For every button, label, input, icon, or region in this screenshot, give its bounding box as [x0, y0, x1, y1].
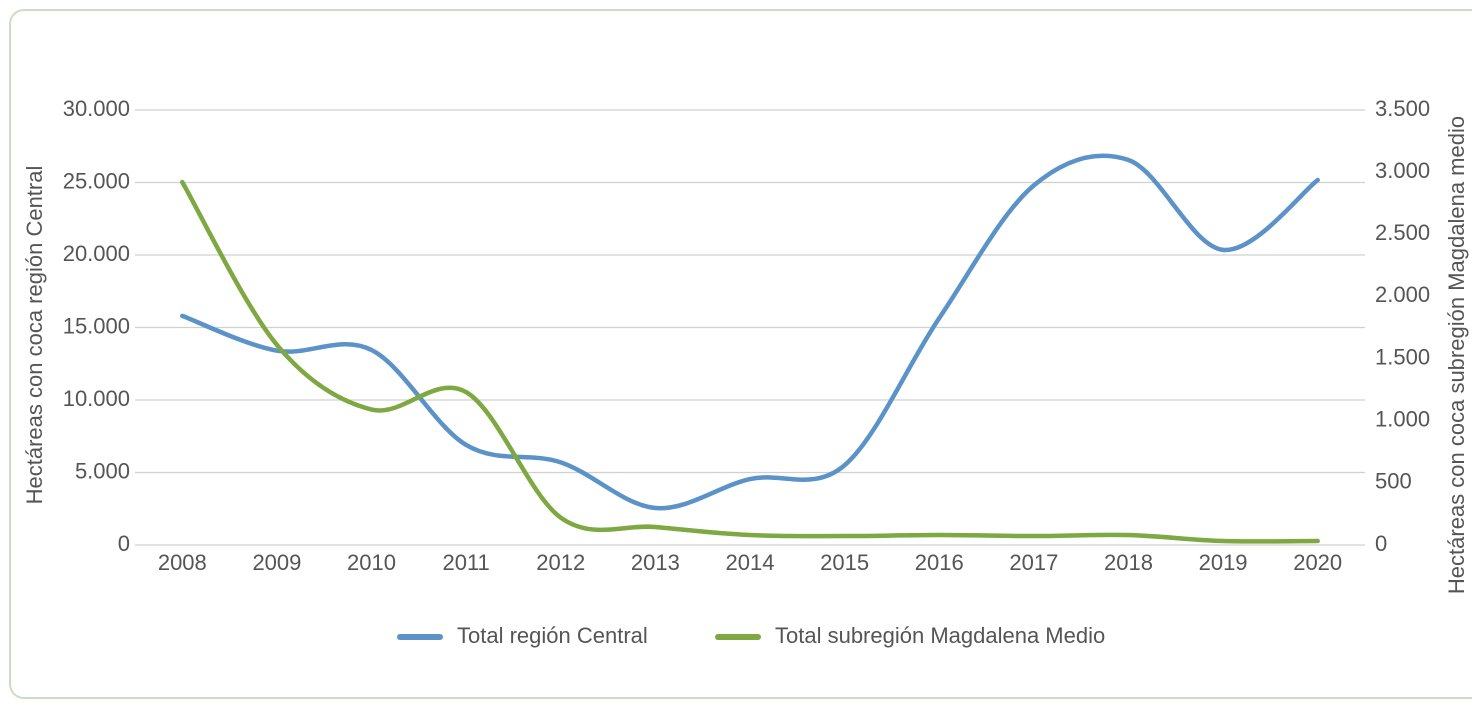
y-tick-label: 20.000	[63, 241, 130, 266]
x-tick-label: 2014	[726, 550, 775, 575]
chart-frame	[9, 9, 1472, 699]
x-tick-label: 2011	[442, 550, 489, 575]
y2-tick-label: 1.500	[1375, 344, 1430, 369]
x-tick-label: 2009	[252, 550, 301, 575]
y2-tick-label: 0	[1375, 531, 1387, 556]
x-tick-label: 2016	[915, 550, 964, 575]
y2-tick-label: 1.000	[1375, 407, 1430, 432]
y2-tick-label: 3.000	[1375, 158, 1430, 183]
y-tick-label: 15.000	[63, 313, 130, 338]
y-axis-title: Hectáreas con coca región Central	[22, 166, 47, 505]
y2-tick-label: 3.500	[1375, 96, 1430, 121]
y2-tick-label: 2.000	[1375, 282, 1430, 307]
x-tick-label: 2013	[631, 550, 680, 575]
y2-axis-title: Hectáreas con coca subregión Magdalena m…	[1444, 116, 1469, 594]
y-tick-label: 30.000	[63, 96, 130, 121]
y-tick-label: 5.000	[75, 458, 130, 483]
x-tick-label: 2017	[1009, 550, 1058, 575]
legend-label: Total región Central	[457, 623, 648, 648]
x-tick-label: 2008	[158, 550, 207, 575]
x-tick-label: 2018	[1104, 550, 1153, 575]
x-tick-label: 2012	[536, 550, 585, 575]
series-line	[180, 179, 1320, 544]
series-line	[180, 153, 1320, 511]
y2-tick-label: 2.500	[1375, 220, 1430, 245]
x-tick-label: 2010	[347, 550, 396, 575]
x-tick-label: 2019	[1199, 550, 1248, 575]
legend-label: Total subregión Magdalena Medio	[775, 623, 1105, 648]
y-tick-label: 0	[118, 531, 130, 556]
x-tick-label: 2020	[1293, 550, 1342, 575]
x-tick-label: 2015	[820, 550, 869, 575]
y2-tick-label: 500	[1375, 469, 1412, 494]
y-tick-label: 25.000	[63, 168, 130, 193]
y-tick-label: 10.000	[63, 386, 130, 411]
